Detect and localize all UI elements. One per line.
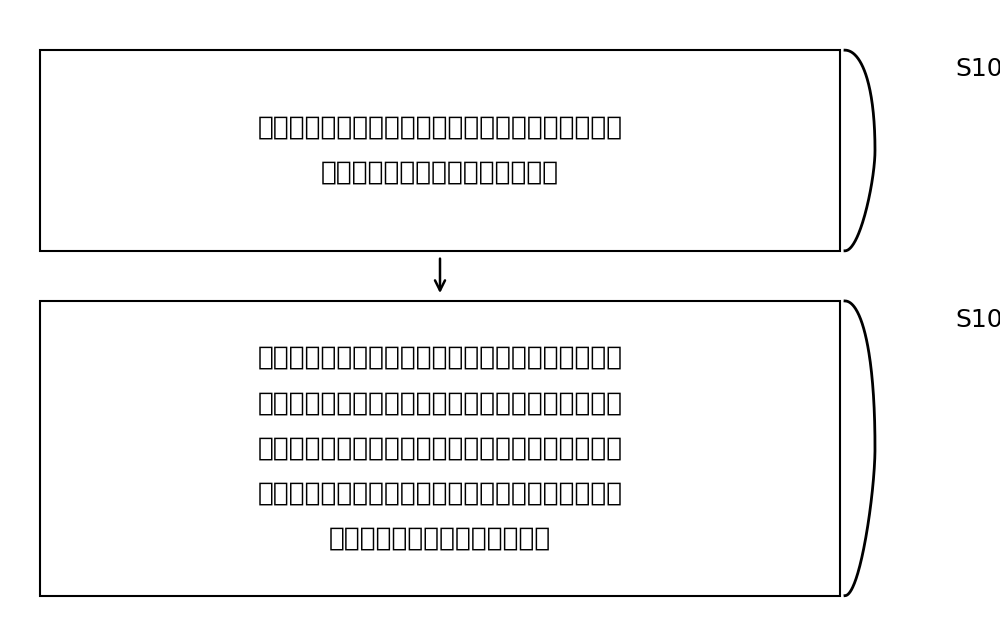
FancyBboxPatch shape bbox=[40, 301, 840, 596]
FancyBboxPatch shape bbox=[40, 50, 840, 251]
Text: 根据所述新能源发电系统的工作参数、所述牵引供电: 根据所述新能源发电系统的工作参数、所述牵引供电 bbox=[257, 345, 623, 371]
Text: 荷参数和混合储能系统的工作参数: 荷参数和混合储能系统的工作参数 bbox=[321, 160, 559, 186]
Text: 获取新能源发电系统的工作参数、牵引供电系统的负: 获取新能源发电系统的工作参数、牵引供电系统的负 bbox=[257, 115, 623, 141]
Text: 制所述并网逆变器和所述铁路功率调节装置的工作状: 制所述并网逆变器和所述铁路功率调节装置的工作状 bbox=[257, 435, 623, 461]
Text: 所述混合储能系统实现能量互通: 所述混合储能系统实现能量互通 bbox=[329, 525, 551, 552]
Text: S102: S102 bbox=[955, 308, 1000, 332]
Text: 态，以使所述新能源发电系统、所述牵引供电系统和: 态，以使所述新能源发电系统、所述牵引供电系统和 bbox=[257, 480, 623, 507]
Text: 系统的负荷参数和所述混合储能系统的工作参数，控: 系统的负荷参数和所述混合储能系统的工作参数，控 bbox=[257, 390, 623, 416]
Text: S101: S101 bbox=[955, 57, 1000, 81]
